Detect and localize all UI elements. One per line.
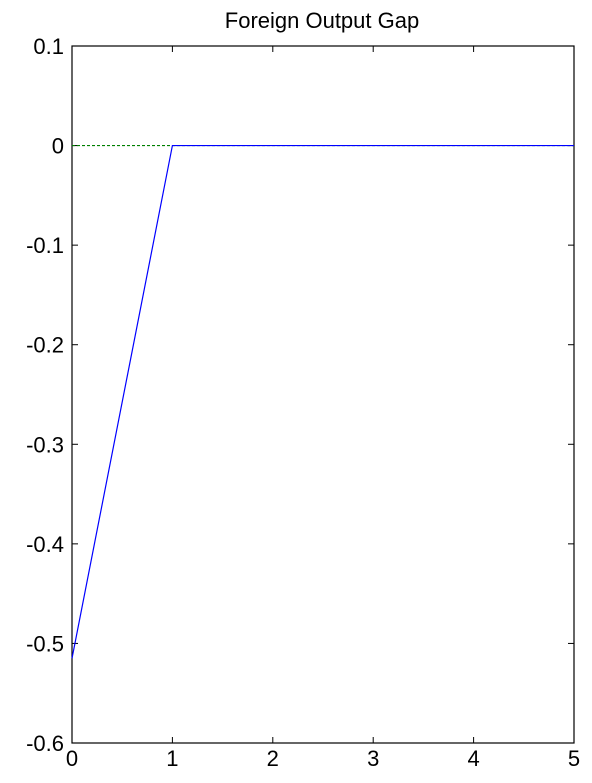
y-tick-label: 0 — [52, 134, 64, 159]
y-tick-label: -0.5 — [26, 631, 64, 656]
x-tick-label: 0 — [66, 746, 78, 771]
x-tick-label: 1 — [166, 746, 178, 771]
plot-area — [71, 45, 575, 744]
y-tick-label: -0.2 — [26, 333, 64, 358]
x-tick-label: 5 — [568, 746, 580, 771]
chart-title: Foreign Output Gap — [225, 8, 419, 33]
series-group — [71, 144, 574, 659]
y-tick-label: -0.1 — [26, 233, 64, 258]
y-tick-labels: 0.1 0 -0.1 -0.2 -0.3 -0.4 -0.5 -0.6 — [26, 34, 64, 756]
x-tick-label: 2 — [267, 746, 279, 771]
series-line — [71, 144, 574, 659]
y-tick-label: -0.4 — [26, 532, 64, 557]
x-tick-label: 3 — [367, 746, 379, 771]
x-tick-labels: 0 1 2 3 4 5 — [66, 746, 580, 771]
y-tick-label: -0.3 — [26, 432, 64, 457]
x-tick-label: 4 — [467, 746, 479, 771]
y-tick-label: 0.1 — [33, 34, 64, 59]
y-tick-label: -0.6 — [26, 731, 64, 756]
